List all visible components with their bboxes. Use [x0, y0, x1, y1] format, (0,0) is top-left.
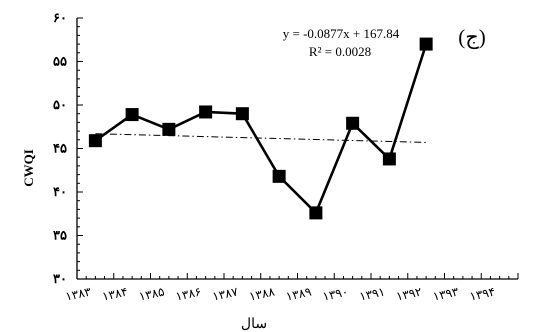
- x-tick-label: ۱۳۹۳: [432, 284, 461, 303]
- data-point: [419, 37, 433, 51]
- x-axis-label: سال: [241, 317, 267, 332]
- data-point: [346, 116, 360, 130]
- y-tick-labels: ۳۰ ۳۵ ۴۰ ۴۵ ۵۰ ۵۵ ۶۰: [53, 10, 67, 286]
- y-tick-label: ۳۵: [53, 228, 67, 243]
- data-point: [125, 108, 139, 122]
- y-tick-label: ۴۰: [53, 184, 67, 199]
- x-tick-label: ۱۳۸۴: [101, 285, 129, 304]
- x-tick-label: ۱۳۸۶: [174, 285, 202, 304]
- x-tick-label: ۱۳۸۷: [211, 284, 240, 303]
- y-tick-label: ۳۰: [53, 271, 67, 286]
- y-tick-label: ۵۰: [53, 97, 67, 112]
- trendline: [95, 133, 427, 143]
- x-tick-label: ۱۳۹۴: [468, 285, 496, 304]
- x-tick-label: ۱۳۹۱: [358, 285, 386, 304]
- x-tick-labels: ۱۳۸۳ ۱۳۸۴ ۱۳۸۵ ۱۳۸۶ ۱۳۸۷ ۱۳۸۸ ۱۳۸۹ ۱۳۹۰ ۱۳۹۱ ۱۳۹۲…: [64, 284, 496, 303]
- x-tick-label: ۱۳۸۸: [248, 284, 277, 303]
- x-tick-label: ۱۳۹۲: [395, 285, 423, 304]
- axes: [76, 18, 518, 280]
- data-point: [235, 107, 249, 121]
- series-line: [94, 43, 428, 216]
- x-tick-label: ۱۳۹۰: [321, 285, 349, 304]
- x-tick-label: ۱۳۸۹: [285, 285, 313, 304]
- trendline-r-squared: R² = 0.0028: [309, 44, 371, 59]
- data-points: [88, 37, 433, 220]
- panel-label: (ج): [458, 25, 486, 50]
- y-tick-label: ۶۰: [53, 10, 67, 25]
- y-ticks: [77, 17, 83, 280]
- data-point: [272, 169, 286, 183]
- data-point: [162, 122, 176, 136]
- data-point: [309, 206, 323, 220]
- trendline-equation: y = -0.0877x + 167.84: [283, 26, 400, 41]
- x-tick-label: ۱۳۸۵: [138, 285, 166, 304]
- x-tick-label: ۱۳۸۳: [64, 284, 93, 303]
- y-tick-label: ۴۵: [53, 141, 67, 156]
- y-axis-label: CWQI: [21, 149, 36, 187]
- data-point: [382, 152, 396, 166]
- data-point: [199, 105, 213, 119]
- y-tick-label: ۵۵: [53, 54, 67, 69]
- data-point: [88, 134, 102, 148]
- x-ticks: [76, 273, 519, 279]
